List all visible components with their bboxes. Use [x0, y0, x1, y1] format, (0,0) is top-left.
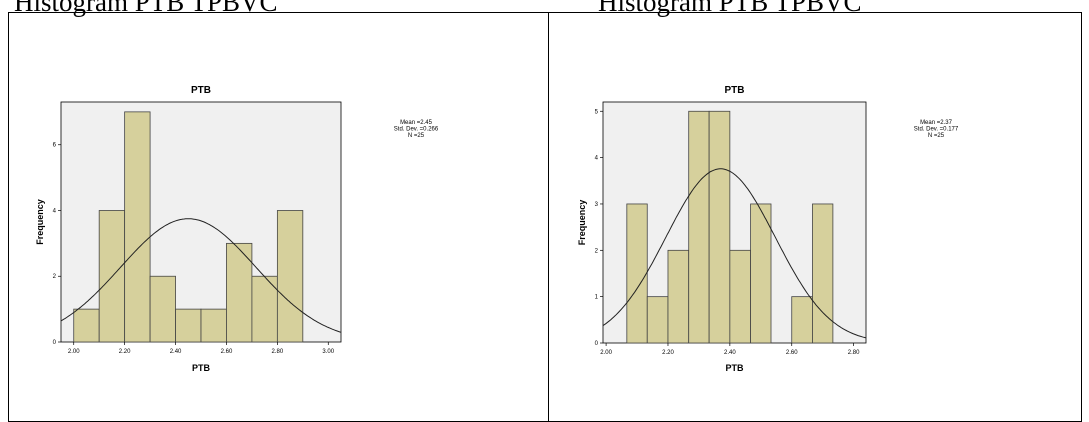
chart-title: PTB — [725, 85, 745, 96]
histogram-bar — [175, 308, 202, 343]
stats-line: N =25 — [928, 133, 945, 139]
y-axis-label: Frequency — [577, 200, 587, 246]
x-tick-label: 2.20 — [119, 349, 131, 355]
y-tick-label: 4 — [595, 156, 599, 162]
x-tick-label: 2.60 — [221, 349, 233, 355]
x-tick-label: 2.20 — [662, 350, 674, 356]
histogram-bar — [729, 249, 751, 344]
histogram-bar — [688, 110, 710, 344]
x-tick-label: 2.00 — [68, 349, 80, 355]
histogram-bar — [73, 308, 100, 343]
y-tick-label: 5 — [595, 109, 599, 115]
histogram-bar — [200, 308, 227, 343]
y-tick-label: 1 — [595, 295, 599, 301]
histogram-bar — [226, 242, 253, 343]
x-tick-label: 2.40 — [724, 350, 736, 356]
histogram-bar — [812, 203, 834, 344]
stats-line: Std. Dev. =0.266 — [394, 127, 439, 133]
stats-line: Mean =2.45 — [400, 120, 433, 126]
histogram-panel-right: 2.00 2.20 2.40 2.60 2.80 0 1 2 3 4 5 PTB PTB Frequenc… — [548, 12, 1082, 422]
histogram-bar — [750, 203, 772, 344]
normal-curve — [602, 168, 867, 339]
histogram-bar — [667, 249, 690, 344]
histogram-bar — [276, 210, 304, 343]
x-tick-label: 2.00 — [600, 350, 612, 356]
x-axis-label: PTB — [192, 363, 211, 373]
histogram-bar — [791, 296, 813, 344]
histogram-bar — [626, 203, 648, 344]
stats-line: N =25 — [408, 133, 425, 139]
normal-curve — [60, 218, 342, 333]
x-tick-label: 3.00 — [322, 349, 334, 355]
y-tick-label: 2 — [595, 248, 599, 254]
y-tick-label: 0 — [53, 340, 57, 346]
histogram-bar — [149, 275, 176, 343]
stats-line: Mean =2.37 — [920, 120, 953, 126]
x-tick-label: 2.80 — [272, 349, 284, 355]
histogram-panel-left: 2.00 2.20 2.40 2.60 2.80 3.00 0 2 4 6 PTB PTB Freque… — [8, 12, 549, 422]
x-tick-label: 2.60 — [786, 350, 798, 356]
y-tick-label: 0 — [595, 341, 599, 347]
chart-title: PTB — [191, 85, 211, 96]
x-tick-label: 2.80 — [848, 350, 860, 356]
histogram-bar — [708, 110, 731, 344]
histogram-chart-right: 2.00 2.20 2.40 2.60 2.80 0 1 2 3 4 5 PTB PTB Frequenc… — [577, 85, 959, 373]
x-tick-label: 2.40 — [170, 349, 182, 355]
y-tick-label: 6 — [53, 143, 57, 149]
histogram-bar — [124, 111, 151, 343]
y-tick-label: 3 — [595, 202, 599, 208]
y-tick-label: 4 — [53, 208, 57, 214]
histogram-bar — [646, 296, 669, 344]
y-axis-label: Frequency — [35, 199, 45, 245]
histogram-chart-left: 2.00 2.20 2.40 2.60 2.80 3.00 0 2 4 6 PTB PTB Freque… — [35, 85, 439, 373]
stats-line: Std. Dev. =0.177 — [914, 127, 959, 133]
y-tick-label: 2 — [53, 274, 57, 280]
x-axis-label: PTB — [726, 363, 745, 373]
